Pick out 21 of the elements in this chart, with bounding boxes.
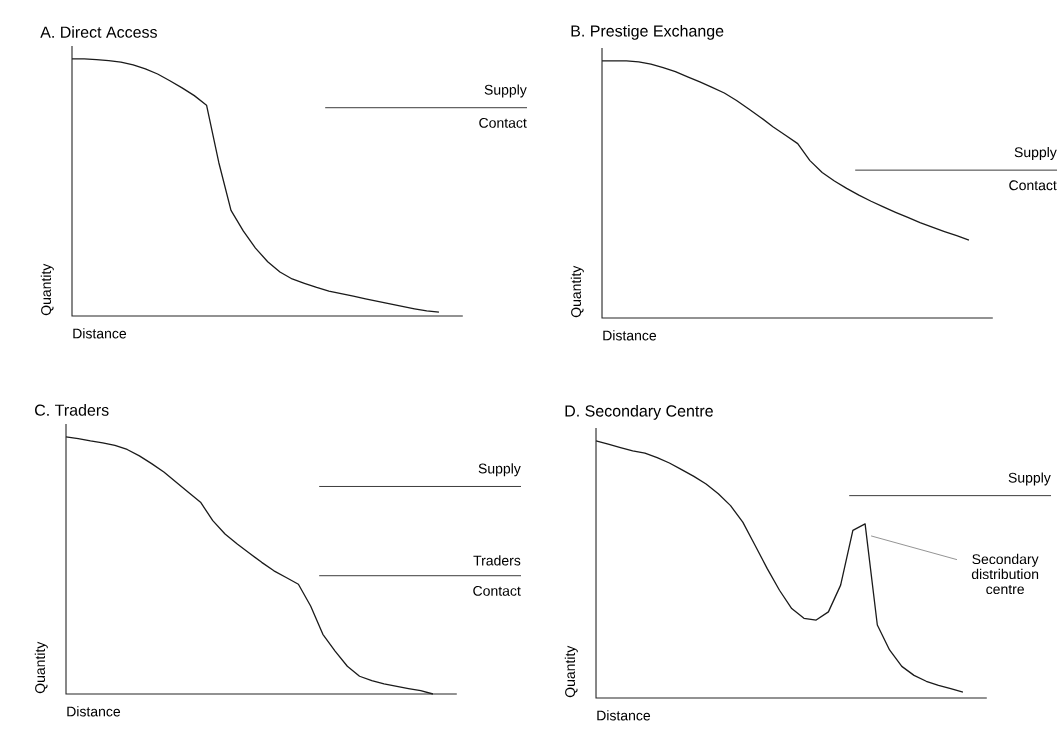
y-axis-title: Quantity [34, 641, 48, 694]
ref-line-label: Supply [484, 84, 527, 98]
x-axis-title: Distance [67, 706, 121, 717]
chart-title: C. Traders [35, 404, 109, 416]
ref-line-label: Supply [1014, 146, 1057, 160]
y-axis-title: Quantity [564, 645, 578, 698]
x-axis-title: Distance [73, 328, 127, 339]
ref-line-label: Supply [478, 463, 521, 477]
x-axis-title: Distance [603, 330, 657, 341]
text: Contact [1009, 180, 1057, 191]
text: Contact [479, 117, 527, 128]
annotation: Secondary distribution centre [971, 553, 1039, 595]
chart-title: A. Direct Access [40, 26, 157, 38]
chart-title: B. Prestige Exchange [571, 24, 724, 40]
text: Contact [473, 585, 521, 596]
ref-line-label: Supply [1008, 472, 1051, 486]
y-axis-title: Quantity [40, 263, 54, 316]
ref-line-label: Traders [473, 555, 521, 566]
chart-title: D. Secondary Centre [565, 404, 713, 420]
x-axis-title: Distance [597, 710, 651, 721]
y-axis-title: Quantity [570, 265, 584, 318]
